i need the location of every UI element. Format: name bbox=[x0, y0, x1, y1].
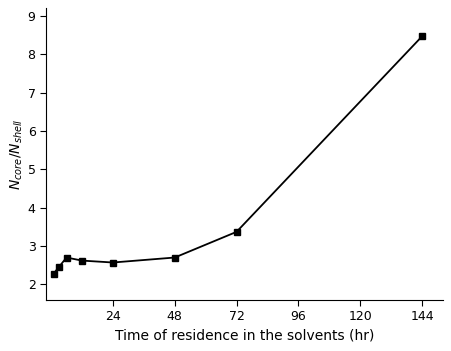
Y-axis label: $\mathit{N}_{core}$/$\mathit{N}_{shell}$: $\mathit{N}_{core}$/$\mathit{N}_{shell}$ bbox=[8, 118, 25, 190]
X-axis label: Time of residence in the solvents (hr): Time of residence in the solvents (hr) bbox=[115, 329, 374, 343]
